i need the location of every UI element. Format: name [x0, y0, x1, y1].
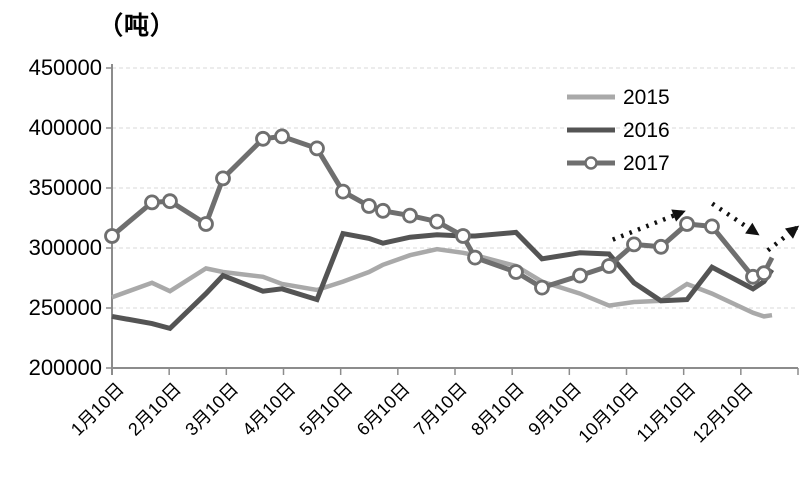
series-2017-marker [572, 267, 588, 284]
legend-label: 2017 [623, 151, 670, 175]
series-2017-marker [274, 128, 290, 145]
series-2017-marker [756, 265, 772, 282]
y-tick-label: 400000 [29, 115, 102, 140]
y-tick-label: 350000 [29, 175, 102, 200]
series-2017-marker [335, 183, 351, 200]
x-tick-label: 6月10日 [353, 379, 414, 440]
series-2017-marker [162, 193, 178, 210]
y-tick-label: 300000 [29, 235, 102, 260]
legend-marker-icon [584, 156, 598, 170]
x-tick-label: 1月10日 [67, 379, 128, 440]
series-2017-marker [215, 170, 231, 187]
x-tick-label: 12月10日 [689, 379, 757, 447]
x-tick-label: 2月10日 [124, 379, 185, 440]
series-2017-marker [375, 202, 391, 219]
legend-item-2015: 2015 [566, 85, 670, 109]
legend-item-2017: 2017 [566, 151, 670, 175]
series-2017-marker [508, 264, 524, 280]
x-tick-label: 4月10日 [238, 379, 299, 440]
series-2017-marker [104, 228, 120, 244]
series-2017-marker [467, 249, 483, 266]
chart-unit-label: （吨） [98, 12, 177, 40]
series-2017-marker [361, 198, 377, 214]
series-2017-line [110, 133, 775, 291]
series-2017-marker [309, 140, 325, 157]
trend-arrow-up-end [766, 225, 800, 253]
x-tick-label: 7月10日 [410, 379, 471, 440]
axes: 450000 400000 350000 300000 250000 2000001月10… [29, 55, 799, 447]
legend-item-2016: 2016 [566, 118, 670, 142]
trend-arrow-up-oct-nov [611, 209, 686, 242]
x-tick-label: 5月10日 [296, 379, 357, 440]
legend-label: 2016 [623, 118, 670, 142]
series-2016-line [111, 229, 775, 332]
series-2017-marker [455, 228, 471, 244]
legend-line-sample-icon [567, 127, 615, 133]
legend-line-sample-icon [567, 94, 615, 100]
series-2017-marker [198, 216, 214, 232]
y-tick-label: 200000 [29, 355, 102, 380]
chart-legend: 2015 2016 2017 [566, 85, 670, 175]
series-2015-line [111, 246, 773, 319]
series-2017-marker [255, 130, 271, 147]
series-2017-marker [704, 218, 720, 235]
legend-line-sample-icon [567, 156, 615, 170]
series-2017-marker [653, 238, 669, 255]
y-tick-label: 450000 [29, 55, 102, 80]
series-2017-marker [144, 194, 160, 211]
series-2017-marker [601, 258, 617, 274]
series-2017-marker [429, 213, 445, 230]
series-2017-marker [679, 216, 695, 232]
legend-label: 2015 [623, 85, 670, 109]
x-tick-label: 10月10日 [574, 379, 642, 447]
x-tick-label: 8月10日 [467, 379, 528, 440]
series-2017-marker [402, 207, 418, 224]
series-2017-marker [534, 279, 550, 296]
series-2017-marker [626, 236, 642, 253]
x-tick-label: 11月10日 [633, 379, 700, 446]
x-tick-label: 3月10日 [181, 379, 242, 440]
y-tick-label: 250000 [29, 295, 102, 320]
gridlines [112, 67, 798, 369]
